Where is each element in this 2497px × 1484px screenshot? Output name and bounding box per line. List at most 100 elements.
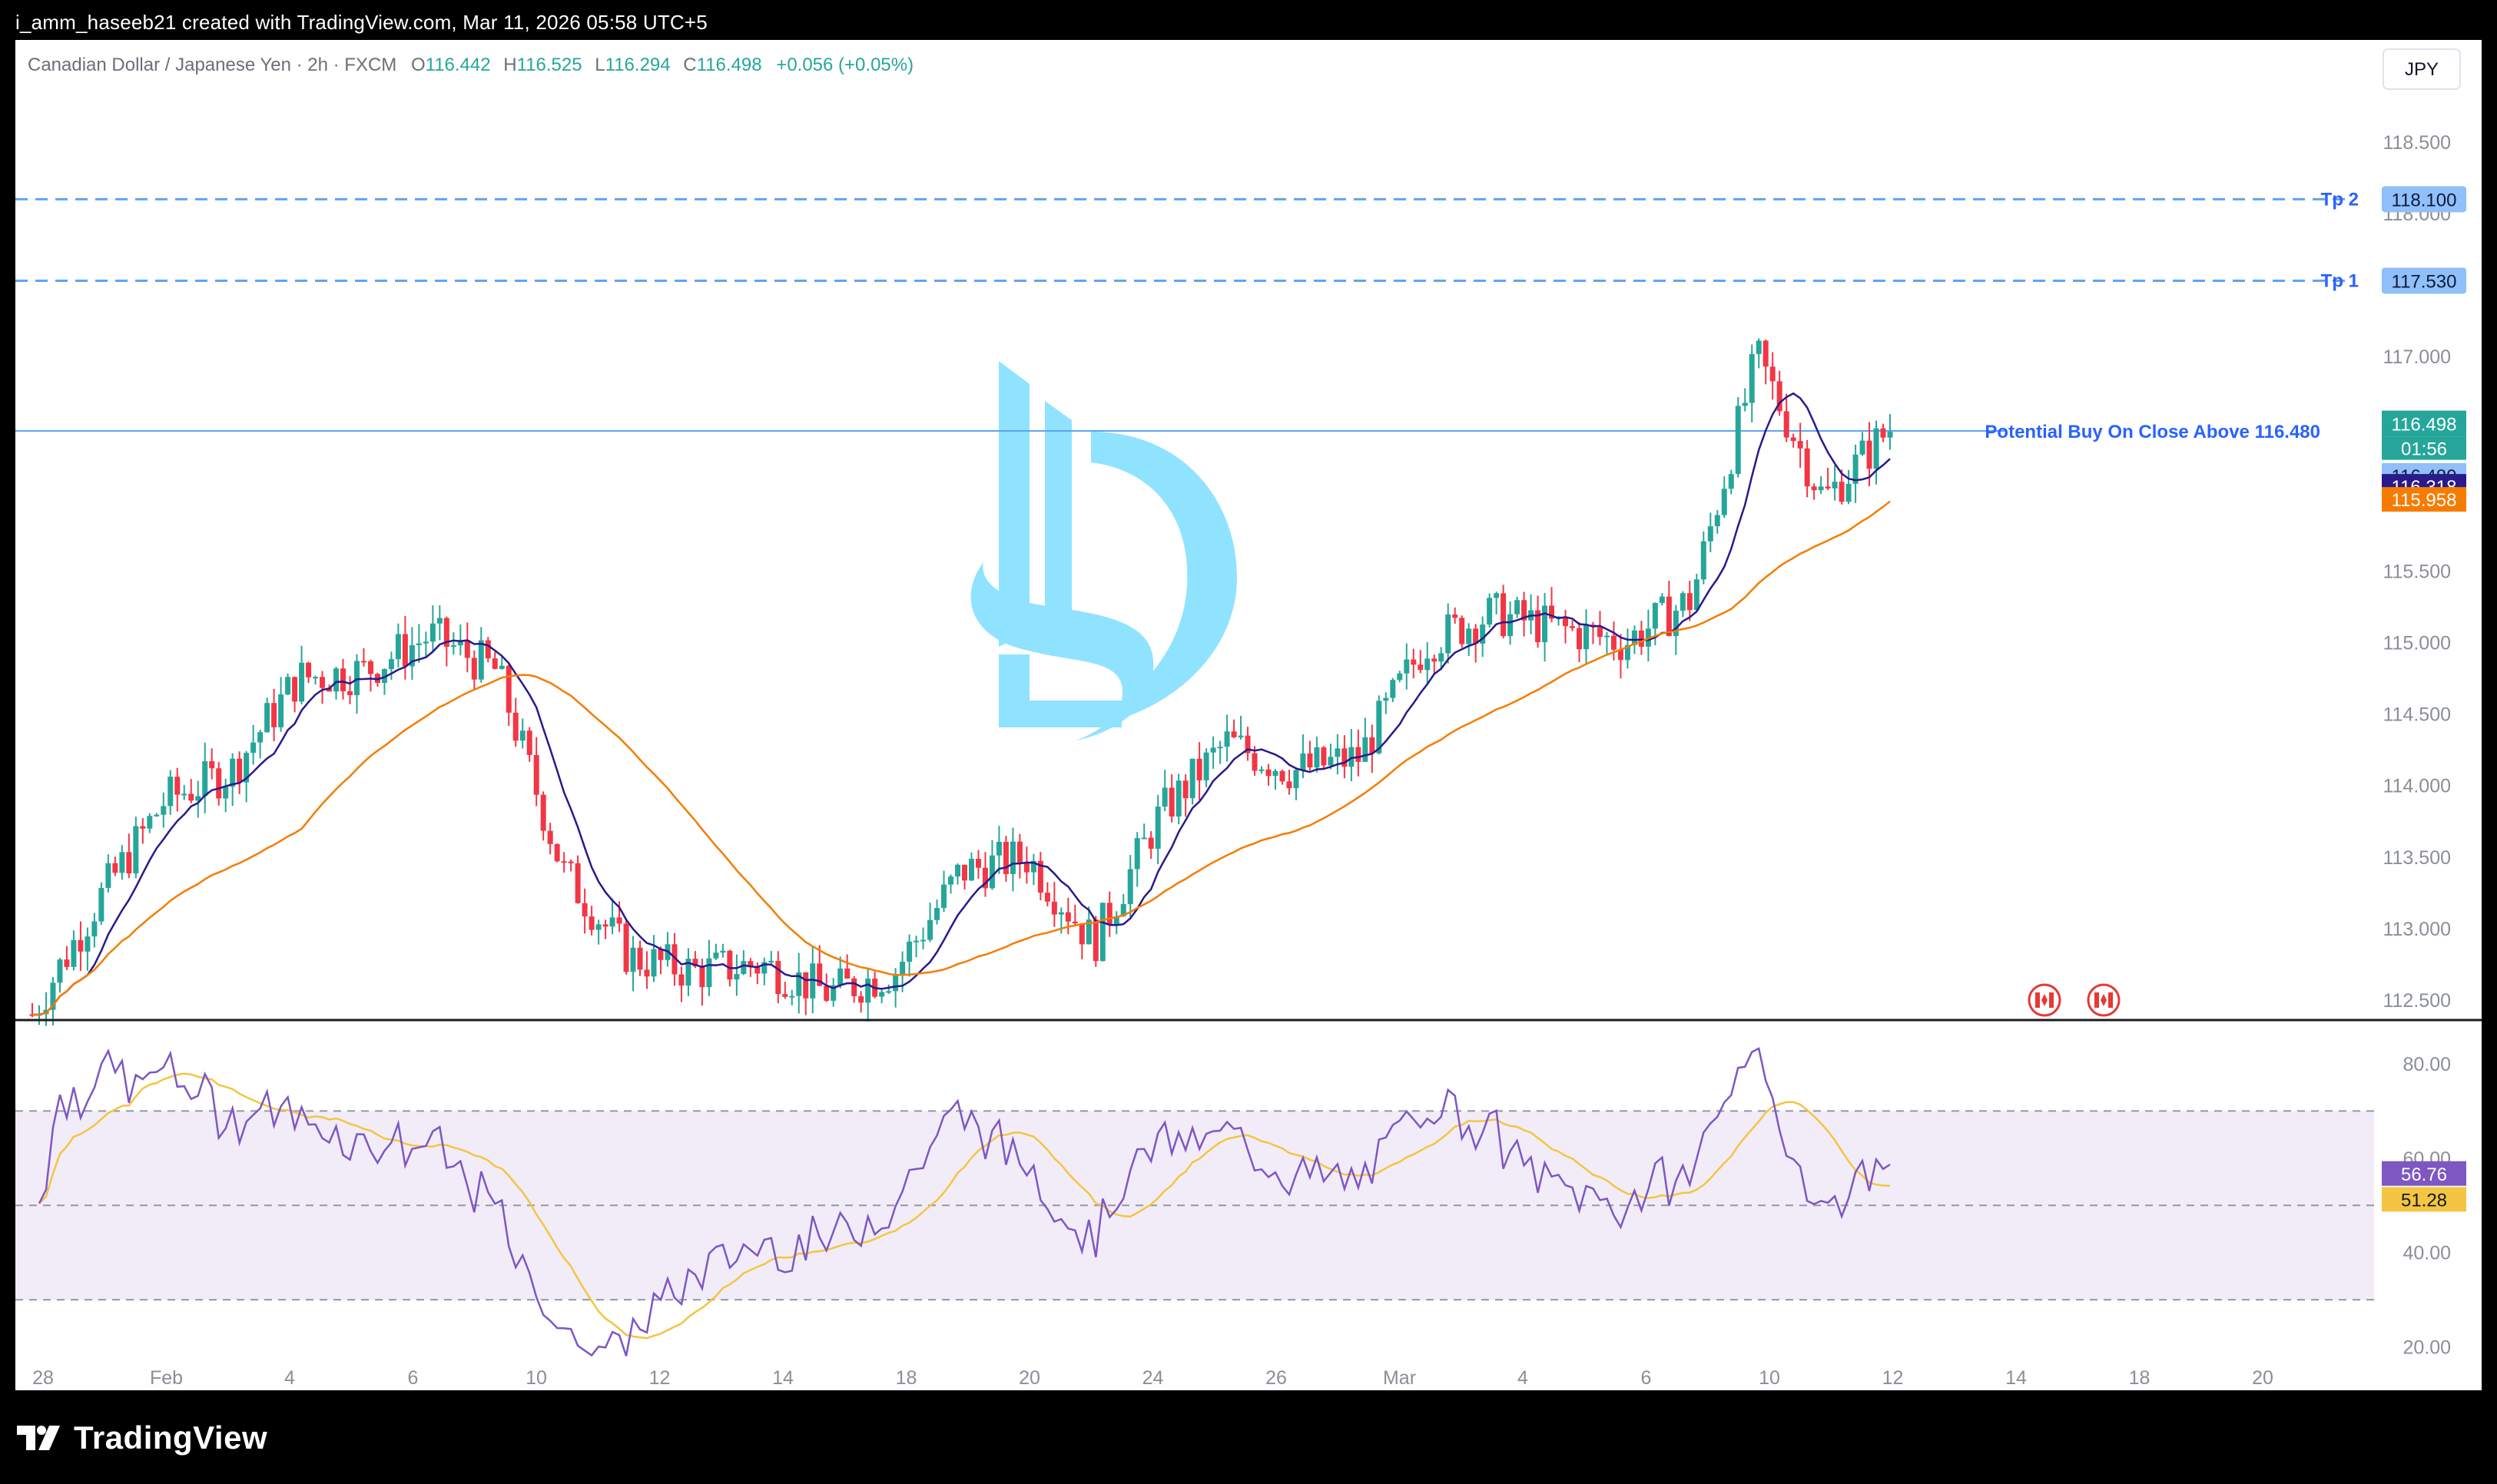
candle-body: [568, 861, 574, 863]
candle-body: [471, 658, 477, 680]
price-tick-label: 112.500: [2383, 990, 2451, 1012]
candle-body: [367, 661, 373, 674]
candle-body: [1348, 747, 1355, 767]
time-tick-label: Mar: [1383, 1367, 1416, 1389]
chart-caption: i_amm_haseeb21 created with TradingView.…: [15, 11, 708, 34]
candle-body: [1397, 673, 1403, 681]
price-tag: [2382, 410, 2466, 437]
rsi-tick-label: 80.00: [2402, 1054, 2451, 1075]
time-tick-label: 10: [526, 1367, 547, 1389]
candle-body: [1700, 541, 1706, 580]
candle-body: [1431, 658, 1438, 662]
candle-body: [934, 908, 940, 920]
candle-body: [1238, 735, 1244, 737]
tradingview-logo-icon[interactable]: [15, 1423, 65, 1453]
candle-body: [879, 992, 885, 997]
levels-layer: Tp 2 Tp 1 Potential Buy On Close Above 116…: [15, 189, 2359, 442]
candle-body: [285, 677, 291, 695]
time-axis[interactable]: 28 Feb 4 6 10 12 14 18 20 24 26 Mar 4 6 10 12 14 18 20: [32, 1367, 2273, 1389]
candle-body: [1141, 837, 1147, 840]
level-price-value: 117.530: [2392, 271, 2457, 292]
candle-body: [1473, 628, 1479, 644]
candle-body: [360, 661, 366, 663]
candle-body: [423, 641, 429, 644]
time-tick-label: 24: [1142, 1367, 1164, 1389]
candle-body: [340, 668, 346, 691]
candle-body: [133, 826, 139, 874]
candle-body: [1659, 596, 1665, 604]
candle-body: [1411, 659, 1417, 665]
candle-body: [492, 658, 498, 669]
candle-body: [388, 659, 394, 670]
high-label: H: [503, 55, 516, 75]
canada-flag-icon[interactable]: [2028, 983, 2061, 1017]
time-tick-label: 4: [284, 1367, 295, 1389]
candle-body: [1010, 841, 1016, 874]
candle-body: [161, 806, 167, 815]
candle-body: [1113, 916, 1119, 925]
candle-body: [1480, 624, 1486, 644]
candle-body: [1148, 837, 1154, 849]
candle-body: [519, 730, 526, 741]
candle-body: [347, 691, 353, 695]
footer-brand[interactable]: TradingView: [74, 1419, 268, 1456]
candle-body: [1418, 664, 1424, 671]
candle-body: [1762, 340, 1769, 367]
candle-body: [720, 950, 726, 953]
candle-body: [1424, 658, 1431, 671]
candle-body: [78, 939, 84, 952]
candle-body: [692, 959, 698, 966]
candle-body: [1224, 731, 1230, 747]
candle-body: [436, 618, 443, 624]
currency-button[interactable]: JPY: [2383, 48, 2461, 90]
price-tags: 118.100117.530116.49801:56116.480116.318…: [2382, 186, 2466, 1212]
candle-body: [1037, 860, 1043, 893]
candle-body: [1120, 903, 1126, 916]
candle-body: [1749, 353, 1755, 403]
candle-body: [1231, 731, 1237, 737]
candle-body: [975, 859, 981, 868]
candle-body: [1742, 402, 1748, 406]
candle-body: [1756, 340, 1762, 354]
candle-body: [803, 972, 809, 999]
candle-body: [1714, 515, 1720, 527]
candle-body: [409, 645, 415, 667]
candle-body: [1680, 593, 1686, 611]
candle-body: [948, 876, 954, 885]
price-tick-label: 114.500: [2383, 704, 2451, 726]
level-price-tag: [2382, 267, 2466, 294]
candle-body: [1362, 737, 1368, 762]
candle-body: [810, 963, 816, 999]
candle-body: [589, 916, 595, 930]
rsi-value-tag: [2382, 1161, 2466, 1186]
time-tick-label: 12: [1882, 1367, 1904, 1389]
candle-body: [817, 963, 823, 986]
canada-flag-icon[interactable]: [2087, 983, 2121, 1017]
candle-body: [1686, 593, 1693, 611]
candle-body: [602, 924, 608, 927]
ohlc-legend: Canadian Dollar / Japanese Yen · 2h · FX…: [28, 55, 914, 75]
candle-body: [1210, 747, 1216, 753]
candle-body: [202, 760, 208, 797]
candle-body: [658, 949, 664, 960]
price-tag-value: 115.958: [2392, 490, 2457, 511]
candle-body: [478, 640, 484, 680]
candle-body: [119, 852, 125, 873]
candle-body: [1079, 923, 1085, 945]
candle-body: [1217, 747, 1223, 749]
rsi-line: [38, 1047, 1891, 1357]
candle-body: [64, 959, 70, 967]
chart-svg[interactable]: Canadian Dollar / Japanese Yen · 2h · FX…: [15, 40, 2482, 1390]
candle-body: [1086, 919, 1092, 945]
candle-body: [167, 777, 174, 807]
candle-body: [796, 972, 802, 996]
candle-body: [1023, 863, 1030, 873]
candle-body: [450, 645, 456, 648]
candle-body: [457, 640, 463, 646]
level-label: Tp 2: [2321, 189, 2359, 210]
close-label: C: [683, 55, 696, 75]
candle-body: [1196, 758, 1202, 780]
candle-body: [609, 917, 615, 927]
candle-body: [1825, 486, 1831, 489]
